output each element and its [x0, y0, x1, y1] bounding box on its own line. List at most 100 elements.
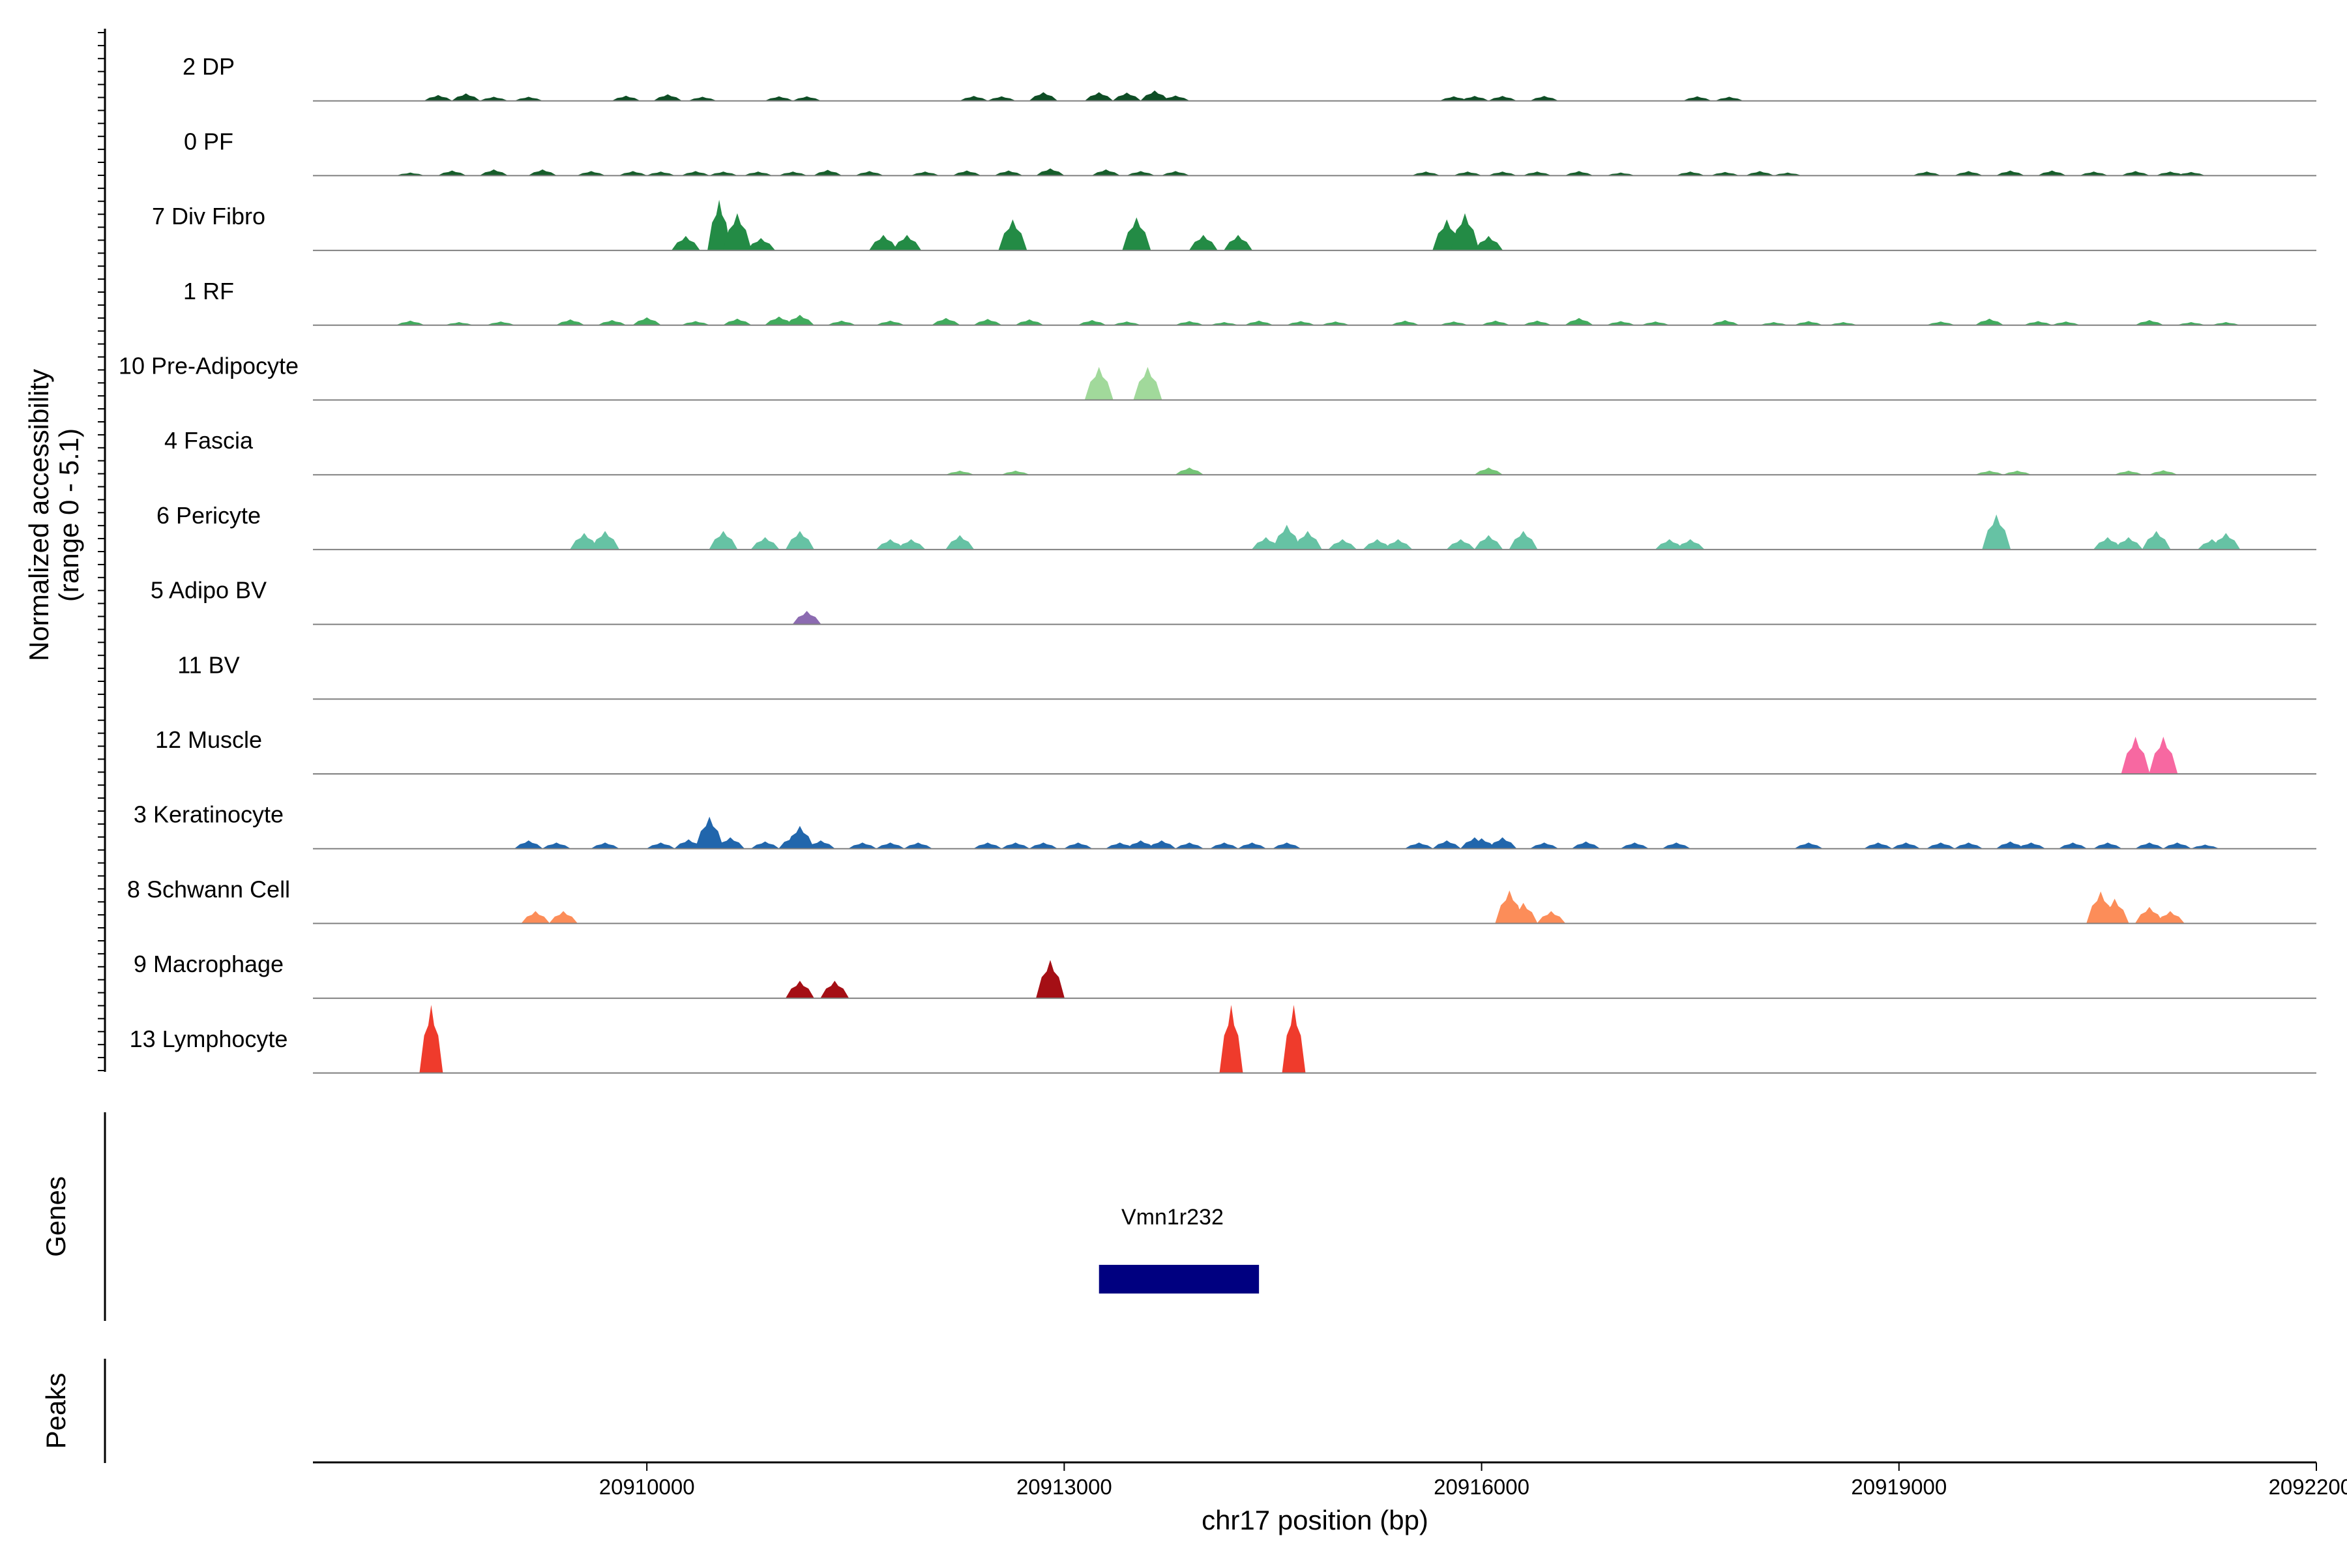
- coverage-peak: [987, 96, 1016, 101]
- coverage-peak: [1537, 911, 1566, 924]
- coverage-peak: [827, 320, 856, 325]
- track-label: 12 Muscle: [155, 726, 262, 753]
- coverage-peak: [2114, 537, 2143, 550]
- coverage-peak: [597, 319, 627, 325]
- coverage-peak: [1272, 842, 1301, 849]
- coverage-peak: [2093, 537, 2122, 550]
- track-label: 1 RF: [183, 278, 234, 304]
- coverage-peak: [437, 170, 467, 176]
- coverage-peak: [2100, 898, 2129, 924]
- track-0-pf: 0 PF: [184, 128, 2316, 177]
- coverage-peak: [855, 171, 884, 176]
- coverage-peak: [998, 219, 1027, 251]
- coverage-peak: [1328, 539, 1357, 550]
- coverage-peak: [2176, 322, 2206, 325]
- coverage-peak: [1112, 93, 1142, 101]
- gene-body: [1099, 1265, 1260, 1294]
- coverage-peak: [764, 316, 793, 325]
- coverage-peak: [1529, 842, 1559, 849]
- coverage-peak: [1036, 168, 1065, 176]
- coverage-peak: [591, 842, 620, 849]
- track-label: 3 Keratinocyte: [134, 801, 284, 828]
- coverage-peak: [486, 321, 516, 325]
- coverage-peak: [1439, 321, 1468, 325]
- coverage-peak: [1662, 842, 1691, 849]
- coverage-peak: [1460, 96, 1489, 101]
- coverage-peak: [869, 235, 898, 251]
- track-13-lymphocyte: 13 Lymphocyte: [130, 1005, 2316, 1074]
- coverage-peak: [1488, 96, 1517, 101]
- coverage-peak: [1675, 539, 1705, 550]
- coverage-peak: [1620, 842, 1649, 849]
- coverage-peak: [1126, 171, 1155, 176]
- coverage-peak: [2191, 844, 2220, 849]
- track-7-div-fibro: 7 Div Fibro: [152, 200, 2316, 252]
- track-10-pre-adipocyte: 10 Pre-Adipocyte: [119, 353, 2316, 401]
- coverage-peak: [1209, 842, 1239, 849]
- coverage-peak: [681, 171, 710, 176]
- y-axis: [98, 29, 106, 1072]
- coverage-peak: [932, 318, 960, 325]
- coverage-peak: [1219, 1005, 1243, 1073]
- coverage-peak: [1175, 842, 1204, 849]
- coverage-peak: [1001, 470, 1030, 475]
- coverage-peak: [1675, 171, 1705, 176]
- coverage-peak: [1439, 96, 1468, 101]
- track-9-macrophage: 9 Macrophage: [134, 951, 2316, 999]
- coverage-peak: [707, 200, 731, 251]
- coverage-peak: [1474, 467, 1503, 475]
- coverage-peak: [1078, 319, 1107, 325]
- coverage-peak: [1996, 170, 2025, 176]
- peaks-track-label: Peaks: [40, 1373, 71, 1449]
- coverage-peak: [1293, 531, 1322, 550]
- x-axis: 20910000 20913000 20916000 20919000 20922000: [313, 1461, 2347, 1499]
- coverage-peak: [528, 169, 557, 176]
- coverage-peak: [1711, 319, 1739, 325]
- coverage-peak: [778, 171, 808, 176]
- track-label: 4 Fascia: [164, 427, 254, 454]
- coverage-peak: [792, 611, 821, 625]
- coverage-peak: [1404, 842, 1434, 849]
- coverage-peak: [1926, 321, 1955, 325]
- coverage-peak: [2211, 322, 2241, 325]
- coverage-peak: [1715, 96, 1744, 101]
- coverage-peak: [1175, 321, 1204, 325]
- track-8-schwann-cell: 8 Schwann Cell: [127, 876, 2316, 925]
- coverage-peak: [876, 320, 905, 325]
- coverage-peak: [1474, 235, 1503, 251]
- coverage-peak: [973, 319, 1002, 325]
- coverage-peak: [1286, 321, 1316, 325]
- coverage-peak: [521, 911, 550, 924]
- coverage-peak: [542, 842, 571, 849]
- coverage-peak: [1126, 840, 1155, 849]
- y-axis-label: Normalized accessibility: [23, 369, 54, 661]
- coverage-peak: [1282, 1005, 1306, 1073]
- coverage-tracks: 2 DP 0 PF 7 Div Fibro 1 RF 10 Pre-Adipocyte 4…: [119, 53, 2316, 1074]
- coverage-peak: [2024, 321, 2053, 325]
- coverage-peak: [1954, 171, 1983, 176]
- coverage-peak: [1084, 92, 1114, 101]
- coverage-peak: [1891, 842, 1921, 849]
- x-tick-label: 20922000: [2269, 1475, 2347, 1499]
- coverage-peak: [555, 319, 585, 325]
- coverage-peak: [1161, 171, 1190, 176]
- coverage-peak: [1641, 321, 1670, 325]
- coverage-peak: [1446, 539, 1475, 550]
- coverage-peak: [591, 531, 620, 550]
- coverage-peak: [618, 171, 647, 176]
- coverage-peak: [1975, 470, 2004, 475]
- coverage-peak: [2037, 170, 2067, 176]
- coverage-peak: [514, 840, 543, 849]
- coverage-peak: [1571, 841, 1601, 849]
- coverage-peak: [1794, 321, 1823, 325]
- track-label: 10 Pre-Adipocyte: [119, 353, 299, 379]
- y-axis-label-range: (range 0 - 5.1): [53, 428, 84, 602]
- coverage-peak: [2134, 907, 2164, 924]
- genes-track-label: Genes: [40, 1176, 71, 1257]
- coverage-peak: [479, 169, 509, 176]
- track-6-pericyte: 6 Pericyte: [156, 502, 2316, 550]
- coverage-peak: [709, 531, 738, 550]
- coverage-peak: [820, 981, 849, 999]
